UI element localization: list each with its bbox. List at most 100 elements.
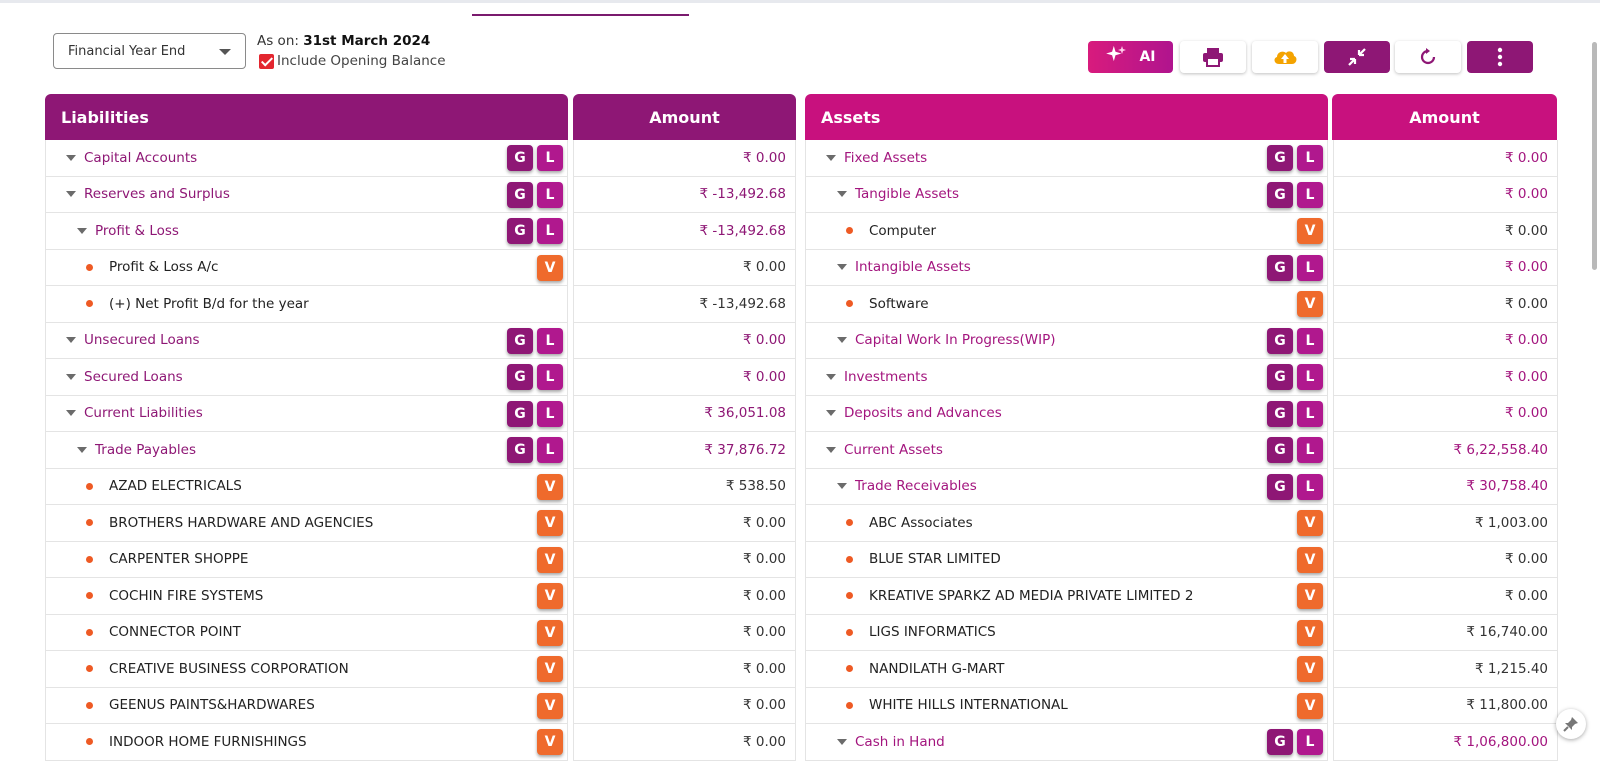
pin-button[interactable] — [1556, 709, 1586, 739]
group-badge-button[interactable]: G — [1267, 145, 1293, 171]
voucher-badge-button[interactable]: V — [537, 546, 563, 573]
page-scrollbar[interactable] — [1592, 42, 1597, 270]
account-name-cell[interactable]: Investments G L — [805, 359, 1328, 396]
expand-caret-icon[interactable] — [837, 738, 847, 745]
ledger-badge-button[interactable]: L — [1297, 327, 1323, 354]
account-name-cell[interactable]: ABC Associates V — [805, 505, 1328, 542]
group-badge-button[interactable]: G — [507, 145, 533, 171]
voucher-badge-button[interactable]: V — [537, 254, 563, 281]
period-select[interactable]: Financial Year End — [53, 33, 246, 69]
expand-caret-icon[interactable] — [826, 373, 836, 380]
ledger-badge-button[interactable]: L — [1297, 437, 1323, 463]
account-name-cell[interactable]: NANDILATH G-MART V — [805, 651, 1328, 688]
expand-caret-icon[interactable] — [826, 154, 836, 161]
account-name-cell[interactable]: Intangible Assets G L — [805, 249, 1328, 286]
account-name-cell[interactable]: Deposits and Advances G L — [805, 395, 1328, 432]
ledger-badge-button[interactable]: L — [537, 218, 563, 244]
account-name-cell[interactable]: BLUE STAR LIMITED V — [805, 541, 1328, 578]
account-name-cell[interactable]: LIGS INFORMATICS V — [805, 614, 1328, 651]
voucher-badge-button[interactable]: V — [537, 692, 563, 719]
voucher-badge-button[interactable]: V — [1297, 656, 1323, 682]
collapse-button[interactable] — [1324, 41, 1390, 73]
account-name-cell[interactable]: Trade Payables G L — [45, 432, 568, 469]
account-name-cell[interactable]: INDOOR HOME FURNISHINGS V — [45, 724, 568, 761]
account-name-cell[interactable]: GEENUS PAINTS&HARDWARES V — [45, 687, 568, 724]
voucher-badge-button[interactable]: V — [1297, 218, 1323, 244]
voucher-badge-button[interactable]: V — [537, 473, 563, 500]
ledger-badge-button[interactable]: L — [1297, 254, 1323, 281]
expand-caret-icon[interactable] — [826, 410, 836, 417]
account-name-cell[interactable]: CONNECTOR POINT V — [45, 614, 568, 651]
voucher-badge-button[interactable]: V — [1297, 546, 1323, 573]
expand-caret-icon[interactable] — [77, 446, 87, 453]
expand-caret-icon[interactable] — [66, 337, 76, 344]
ledger-badge-button[interactable]: L — [1297, 145, 1323, 171]
account-name-cell[interactable]: AZAD ELECTRICALS V — [45, 468, 568, 505]
ledger-badge-button[interactable]: L — [537, 327, 563, 354]
ledger-badge-button[interactable]: L — [1297, 364, 1323, 390]
group-badge-button[interactable]: G — [507, 364, 533, 390]
expand-caret-icon[interactable] — [66, 373, 76, 380]
account-name-cell[interactable]: Current Liabilities G L — [45, 395, 568, 432]
account-name-cell[interactable]: Secured Loans G L — [45, 359, 568, 396]
group-badge-button[interactable]: G — [1267, 437, 1293, 463]
group-badge-button[interactable]: G — [1267, 254, 1293, 281]
account-name-cell[interactable]: CREATIVE BUSINESS CORPORATION V — [45, 651, 568, 688]
group-badge-button[interactable]: G — [507, 400, 533, 427]
ai-button[interactable]: AI — [1088, 41, 1173, 73]
expand-caret-icon[interactable] — [826, 446, 836, 453]
voucher-badge-button[interactable]: V — [1297, 619, 1323, 646]
voucher-badge-button[interactable]: V — [537, 583, 563, 609]
account-name-cell[interactable]: (+) Net Profit B/d for the year — [45, 286, 568, 323]
account-name-cell[interactable]: Profit & Loss G L — [45, 213, 568, 250]
account-name-cell[interactable]: CARPENTER SHOPPE V — [45, 541, 568, 578]
account-name-cell[interactable]: Unsecured Loans G L — [45, 322, 568, 359]
account-name-cell[interactable]: Cash in Hand G L — [805, 724, 1328, 761]
account-name-cell[interactable]: Current Assets G L — [805, 432, 1328, 469]
account-name-cell[interactable]: Tangible Assets G L — [805, 176, 1328, 213]
expand-caret-icon[interactable] — [66, 154, 76, 161]
ledger-badge-button[interactable]: L — [1297, 729, 1323, 755]
voucher-badge-button[interactable]: V — [537, 656, 563, 682]
voucher-badge-button[interactable]: V — [1297, 692, 1323, 719]
account-name-cell[interactable]: Trade Receivables G L — [805, 468, 1328, 505]
upload-button[interactable] — [1252, 41, 1318, 73]
more-options-button[interactable] — [1467, 41, 1533, 73]
include-opening-balance[interactable]: Include Opening Balance — [259, 53, 446, 69]
group-badge-button[interactable]: G — [1267, 473, 1293, 500]
ledger-badge-button[interactable]: L — [537, 181, 563, 208]
account-name-cell[interactable]: Fixed Assets G L — [805, 140, 1328, 177]
voucher-badge-button[interactable]: V — [537, 510, 563, 536]
expand-caret-icon[interactable] — [837, 337, 847, 344]
ledger-badge-button[interactable]: L — [1297, 181, 1323, 208]
group-badge-button[interactable]: G — [1267, 327, 1293, 354]
account-name-cell[interactable]: Software V — [805, 286, 1328, 323]
group-badge-button[interactable]: G — [1267, 181, 1293, 208]
refresh-button[interactable] — [1395, 41, 1461, 73]
group-badge-button[interactable]: G — [507, 327, 533, 354]
account-name-cell[interactable]: Computer V — [805, 213, 1328, 250]
voucher-badge-button[interactable]: V — [1297, 583, 1323, 609]
account-name-cell[interactable]: WHITE HILLS INTERNATIONAL V — [805, 687, 1328, 724]
expand-caret-icon[interactable] — [837, 191, 847, 198]
voucher-badge-button[interactable]: V — [537, 729, 563, 755]
account-name-cell[interactable]: Reserves and Surplus G L — [45, 176, 568, 213]
account-name-cell[interactable]: BROTHERS HARDWARE AND AGENCIES V — [45, 505, 568, 542]
voucher-badge-button[interactable]: V — [1297, 291, 1323, 317]
expand-caret-icon[interactable] — [837, 264, 847, 271]
ledger-badge-button[interactable]: L — [537, 437, 563, 463]
expand-caret-icon[interactable] — [66, 191, 76, 198]
opening-balance-checkbox[interactable] — [259, 53, 274, 69]
ledger-badge-button[interactable]: L — [1297, 473, 1323, 500]
group-badge-button[interactable]: G — [1267, 364, 1293, 390]
group-badge-button[interactable]: G — [507, 437, 533, 463]
ledger-badge-button[interactable]: L — [537, 364, 563, 390]
account-name-cell[interactable]: COCHIN FIRE SYSTEMS V — [45, 578, 568, 615]
ledger-badge-button[interactable]: L — [537, 400, 563, 427]
account-name-cell[interactable]: Capital Accounts G L — [45, 140, 568, 177]
voucher-badge-button[interactable]: V — [537, 619, 563, 646]
group-badge-button[interactable]: G — [507, 218, 533, 244]
expand-caret-icon[interactable] — [66, 410, 76, 417]
account-name-cell[interactable]: Profit & Loss A/c V — [45, 249, 568, 286]
ledger-badge-button[interactable]: L — [1297, 400, 1323, 427]
